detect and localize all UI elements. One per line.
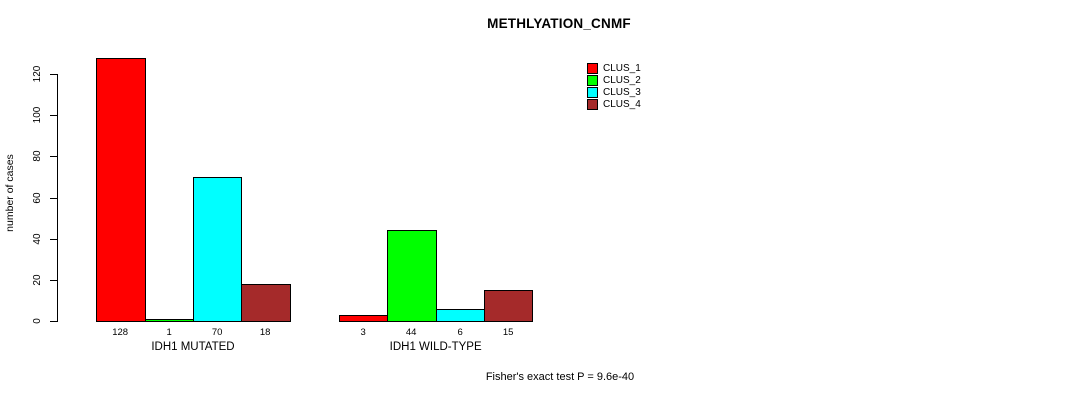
bar-clus_2-idh1-mutated (145, 318, 194, 322)
legend-label: CLUS_2 (603, 75, 641, 87)
y-axis-tick-label: 100 (32, 106, 43, 124)
bar-value-label: 3 (360, 327, 366, 338)
y-axis-tick (50, 279, 57, 281)
y-axis-tick (50, 115, 57, 117)
y-axis-title: number of cases (4, 154, 16, 232)
bar-clus_3-idh1-mutated (193, 176, 242, 322)
bar-clus_1-idh1-mutated (96, 57, 146, 322)
fisher-test-annotation: Fisher's exact test P = 9.6e-40 (485, 371, 635, 383)
chart-title: METHLYATION_CNMF (487, 16, 631, 31)
y-axis-tick (50, 197, 57, 199)
legend-swatch (587, 86, 598, 98)
legend: CLUS_1 CLUS_2 CLUS_3 CLUS_4 (587, 63, 641, 110)
bar-clus_4-idh1-wild-type (484, 290, 533, 322)
group-label: IDH1 MUTATED (151, 341, 235, 353)
y-axis-line (57, 74, 58, 322)
legend-item-clus_1: CLUS_1 (587, 63, 641, 75)
y-axis-tick-label: 40 (32, 233, 43, 245)
legend-item-clus_3: CLUS_3 (587, 86, 641, 99)
y-axis-tick-label: 0 (32, 318, 43, 324)
y-axis-tick (50, 238, 57, 240)
y-axis-tick-label: 80 (32, 150, 43, 162)
legend-swatch (587, 98, 598, 110)
bar-value-label: 18 (259, 327, 271, 338)
bar-value-label: 6 (457, 327, 463, 338)
legend-label: CLUS_4 (603, 98, 641, 110)
y-axis-tick-label: 60 (32, 191, 43, 204)
legend-label: CLUS_1 (603, 63, 641, 75)
y-axis-tick (50, 156, 57, 158)
y-axis-tick (50, 74, 57, 75)
bar-clus_2-idh1-wild-type (387, 230, 437, 322)
bar-value-label: 15 (502, 327, 514, 338)
legend-swatch (587, 75, 598, 87)
legend-swatch (587, 63, 598, 75)
bar-value-label: 128 (112, 327, 129, 338)
bar-value-label: 70 (211, 327, 223, 338)
legend-label: CLUS_3 (603, 86, 641, 98)
bar-value-label: 1 (166, 327, 172, 338)
legend-item-clus_2: CLUS_2 (587, 75, 641, 87)
legend-item-clus_4: CLUS_4 (587, 98, 641, 110)
bar-clus_4-idh1-mutated (241, 283, 291, 322)
y-axis-tick-label: 120 (32, 65, 43, 83)
bar-clus_1-idh1-wild-type (339, 314, 388, 322)
y-axis-tick (50, 321, 57, 322)
bar-value-label: 44 (405, 327, 417, 338)
y-axis-tick-label: 20 (32, 274, 43, 286)
bar-clus_3-idh1-wild-type (436, 308, 485, 322)
group-label: IDH1 WILD-TYPE (389, 341, 482, 353)
